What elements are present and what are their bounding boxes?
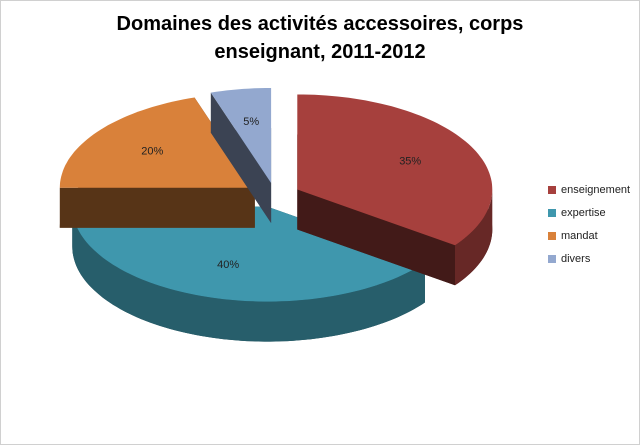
legend-swatch [548, 255, 556, 263]
legend-swatch [548, 232, 556, 240]
legend-label: mandat [561, 230, 598, 242]
data-label: 5% [243, 116, 259, 128]
data-label: 40% [217, 259, 239, 271]
slice [59, 97, 255, 228]
slice-side [455, 189, 493, 286]
slice-wall [297, 189, 455, 286]
slice [59, 97, 255, 188]
slice [72, 206, 426, 302]
data-label: 20% [141, 145, 163, 157]
legend-swatch [548, 209, 556, 217]
slice [210, 88, 272, 183]
slice [297, 94, 493, 286]
slice [210, 88, 272, 223]
legend-label: enseignement [561, 184, 630, 196]
slice-side [72, 206, 426, 342]
slice [297, 94, 493, 246]
legend-label: expertise [561, 207, 606, 219]
data-label: 35% [399, 155, 421, 167]
legend-label: divers [561, 253, 591, 265]
legend-swatch [548, 186, 556, 194]
slice-wall [210, 92, 272, 223]
slice-wall [59, 187, 255, 228]
chart-title: Domaines des activités accessoires, corp… [116, 13, 524, 63]
